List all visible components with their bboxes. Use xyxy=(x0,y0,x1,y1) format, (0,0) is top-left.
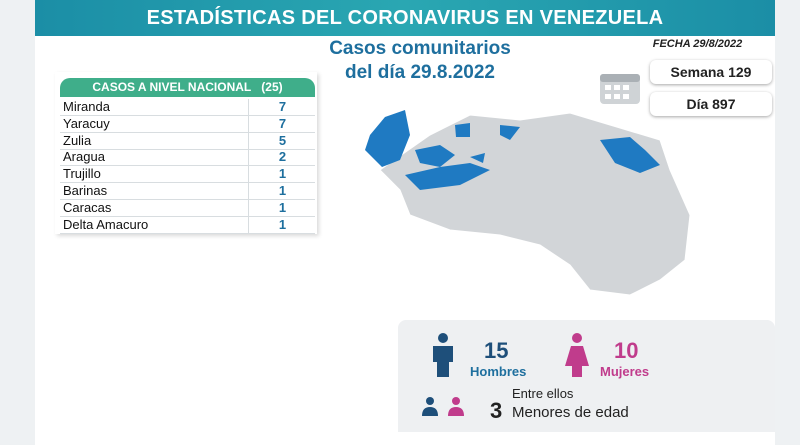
case-count: 1 xyxy=(248,199,316,216)
minors-icon xyxy=(422,397,464,416)
map xyxy=(365,110,691,296)
minors-intro: Entre ellos xyxy=(512,386,574,401)
date: FECHA 29/8/2022 xyxy=(652,38,743,50)
subtitle: Casos comunitarios xyxy=(329,38,511,59)
women-count: 10 xyxy=(614,338,639,363)
table-title: CASOS A NIVEL NACIONAL xyxy=(92,80,252,94)
table-row: Zulia 5 xyxy=(60,132,316,150)
table-row: Aragua 2 xyxy=(60,149,316,167)
case-count: 1 xyxy=(248,216,316,233)
case-count: 1 xyxy=(248,166,316,183)
state-name: Trujillo xyxy=(63,166,101,182)
header-title: ESTADÍSTICAS DEL CORONAVIRUS EN VENEZUEL… xyxy=(146,7,664,29)
men-count: 15 xyxy=(484,338,509,363)
banner xyxy=(35,0,775,36)
female-icon xyxy=(565,333,589,377)
table-row: Miranda 7 xyxy=(60,99,315,116)
table-row: Delta Amacuro 1 xyxy=(60,216,316,234)
table-row: Caracas 1 xyxy=(60,199,316,217)
table-total: (25) xyxy=(261,80,283,94)
women-label: Mujeres xyxy=(600,364,650,379)
calendar-icon xyxy=(600,74,640,104)
day: Día 897 xyxy=(650,92,772,116)
case-count: 2 xyxy=(248,149,316,166)
subtitle: del día 29.8.2022 xyxy=(345,62,495,83)
table-row: Yaracuy 7 xyxy=(60,115,316,133)
state-name: Delta Amacuro xyxy=(63,216,149,232)
men-label: Hombres xyxy=(470,364,527,379)
case-count: 5 xyxy=(248,132,316,149)
case-count: 7 xyxy=(248,115,316,132)
minors-label: Menores de edad xyxy=(512,404,629,421)
table-box xyxy=(55,72,317,234)
state-name: Miranda xyxy=(63,99,110,114)
case-count: 7 xyxy=(248,99,316,115)
state-name: Aragua xyxy=(63,149,105,165)
state-name: Zulia xyxy=(63,132,92,148)
state-name: Barinas xyxy=(63,183,108,198)
table-row: Barinas 1 xyxy=(60,183,315,200)
week: Semana 129 xyxy=(650,60,772,84)
table-header: CASOS A NIVEL NACIONAL (25) xyxy=(60,78,315,97)
male-icon xyxy=(433,333,453,377)
state-name: Caracas xyxy=(63,199,112,215)
table-row: Trujillo 1 xyxy=(60,166,316,184)
case-count: 1 xyxy=(248,183,316,199)
state-name: Yaracuy xyxy=(63,115,110,131)
minors-count: 3 xyxy=(490,398,503,423)
